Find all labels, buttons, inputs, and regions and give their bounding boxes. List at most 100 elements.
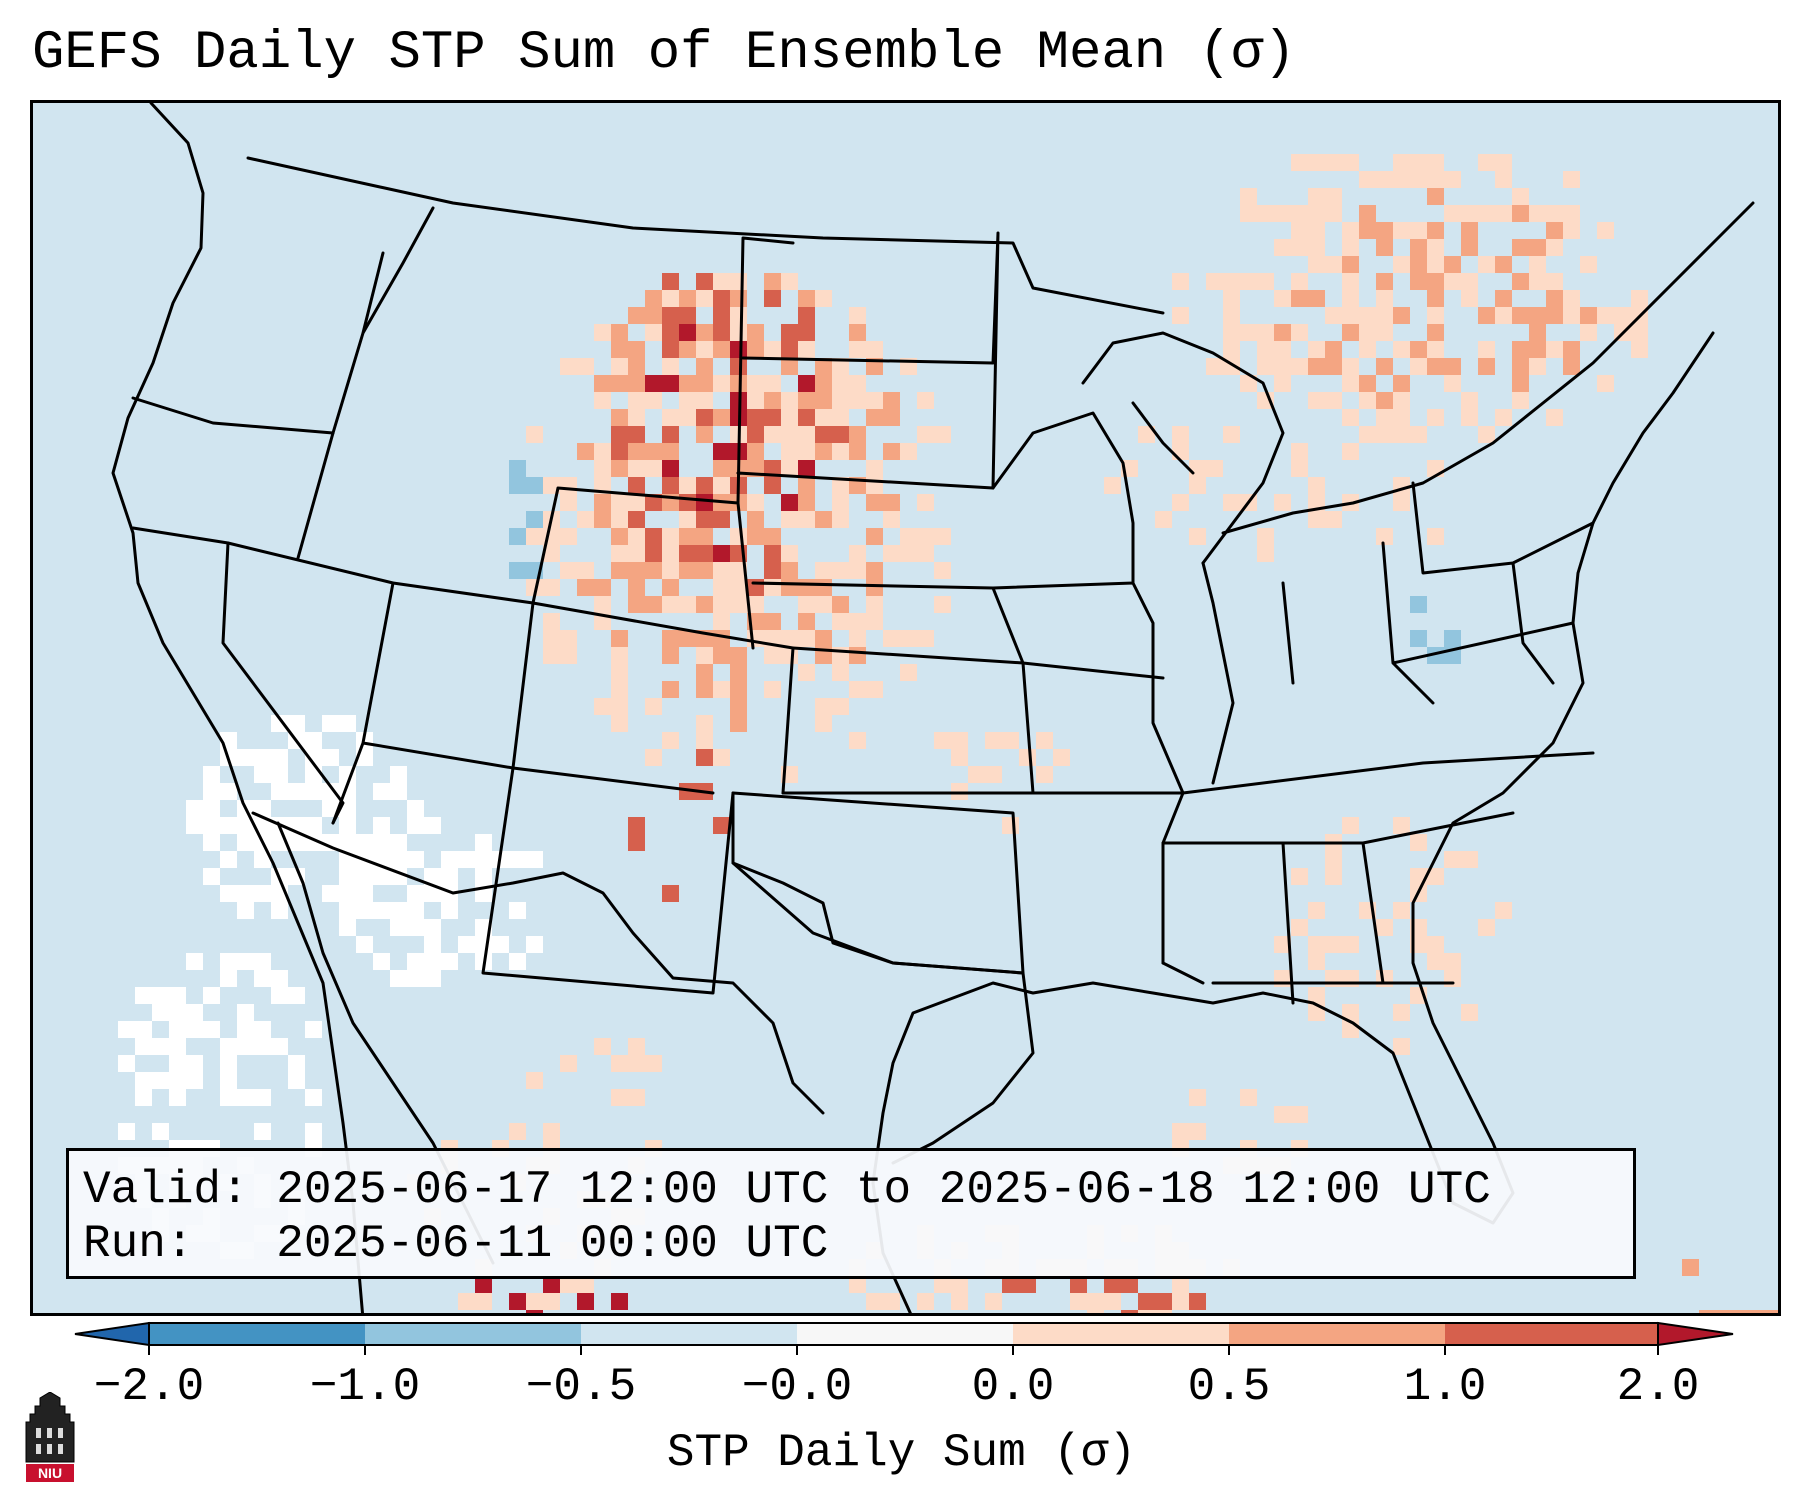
ok-tx	[731, 791, 1025, 975]
shaded-cell	[1546, 409, 1563, 426]
shaded-cell	[662, 307, 679, 324]
shaded-cell	[611, 494, 628, 511]
shaded-cell	[577, 358, 594, 375]
shaded-cell	[696, 341, 713, 358]
shaded-cell	[1512, 307, 1529, 324]
shaded-cell	[594, 1038, 611, 1055]
shaded-cell	[577, 562, 594, 579]
shaded-cell	[1410, 273, 1427, 290]
shaded-cell	[203, 800, 220, 817]
shaded-cell	[305, 783, 322, 800]
shaded-cell	[883, 630, 900, 647]
shaded-cell	[1393, 409, 1410, 426]
shaded-cell	[679, 324, 696, 341]
shaded-cell	[1393, 222, 1410, 239]
shaded-cell	[832, 443, 849, 460]
shaded-cell	[883, 1293, 900, 1310]
shaded-cell	[934, 528, 951, 545]
shaded-cell	[747, 630, 764, 647]
shaded-cell	[1291, 1106, 1308, 1123]
shaded-cell	[832, 511, 849, 528]
shaded-cell	[764, 375, 781, 392]
shaded-cell	[1308, 239, 1325, 256]
shaded-cell	[390, 851, 407, 868]
shaded-cell	[220, 851, 237, 868]
shaded-cell	[1512, 392, 1529, 409]
shaded-cell	[339, 834, 356, 851]
shaded-cell	[526, 1293, 543, 1310]
shaded-cell	[407, 970, 424, 987]
shaded-cell	[628, 443, 645, 460]
shaded-cell	[1512, 205, 1529, 222]
shaded-cell	[1393, 1038, 1410, 1055]
shaded-cell	[1240, 273, 1257, 290]
shaded-cell	[747, 324, 764, 341]
shaded-cell	[696, 392, 713, 409]
shaded-cell	[679, 375, 696, 392]
shaded-cell	[866, 460, 883, 477]
shaded-cell	[186, 1055, 203, 1072]
shaded-cell	[1206, 358, 1223, 375]
shaded-cell	[747, 528, 764, 545]
shaded-cell	[475, 1276, 492, 1293]
shaded-cell	[356, 868, 373, 885]
shaded-cell	[764, 545, 781, 562]
shaded-cell	[1461, 1004, 1478, 1021]
shaded-cell	[1189, 1089, 1206, 1106]
shaded-cell	[1308, 902, 1325, 919]
shaded-cell	[1427, 409, 1444, 426]
shaded-cell	[713, 375, 730, 392]
shaded-cell	[1427, 256, 1444, 273]
shaded-cell	[1342, 239, 1359, 256]
shaded-cell	[1444, 273, 1461, 290]
shaded-cell	[1325, 511, 1342, 528]
shaded-cell	[390, 919, 407, 936]
shaded-cell	[560, 358, 577, 375]
shaded-cell	[1410, 834, 1427, 851]
shaded-cell	[645, 494, 662, 511]
shaded-cell	[1427, 188, 1444, 205]
shaded-cell	[883, 443, 900, 460]
shaded-cells	[118, 154, 1778, 1313]
shaded-cell	[798, 596, 815, 613]
shaded-cell	[1427, 222, 1444, 239]
shaded-cell	[747, 443, 764, 460]
shaded-cell	[1376, 273, 1393, 290]
niu-logo: NIU	[25, 1392, 75, 1482]
shaded-cell	[679, 409, 696, 426]
shaded-cell	[1699, 1310, 1716, 1313]
colorbar-extend-low	[74, 1321, 150, 1347]
shaded-cell	[1427, 154, 1444, 171]
shaded-cell	[1546, 222, 1563, 239]
shaded-cell	[526, 426, 543, 443]
shaded-cell	[815, 511, 832, 528]
shaded-cell	[866, 562, 883, 579]
shaded-cell	[662, 579, 679, 596]
shaded-cell	[1172, 1123, 1189, 1140]
shaded-cell	[1138, 1310, 1155, 1313]
shaded-cell	[730, 647, 747, 664]
shaded-cell	[883, 392, 900, 409]
shaded-cell	[339, 885, 356, 902]
shaded-cell	[169, 1055, 186, 1072]
shaded-cell	[645, 307, 662, 324]
shaded-cell	[815, 579, 832, 596]
shaded-cell	[1325, 936, 1342, 953]
shaded-cell	[849, 647, 866, 664]
shaded-cell	[1325, 341, 1342, 358]
shaded-cell	[679, 290, 696, 307]
shaded-cell	[1189, 1123, 1206, 1140]
shaded-cell	[934, 426, 951, 443]
shaded-cell	[696, 273, 713, 290]
shaded-cell	[900, 545, 917, 562]
state-boundaries	[111, 103, 1755, 1313]
shaded-cell	[730, 528, 747, 545]
shaded-cell	[1410, 426, 1427, 443]
shaded-cell	[662, 596, 679, 613]
shaded-cell	[645, 1055, 662, 1072]
shaded-cell	[1104, 477, 1121, 494]
shaded-cell	[679, 494, 696, 511]
shaded-cell	[849, 681, 866, 698]
shaded-cell	[1036, 732, 1053, 749]
shaded-cell	[118, 1021, 135, 1038]
